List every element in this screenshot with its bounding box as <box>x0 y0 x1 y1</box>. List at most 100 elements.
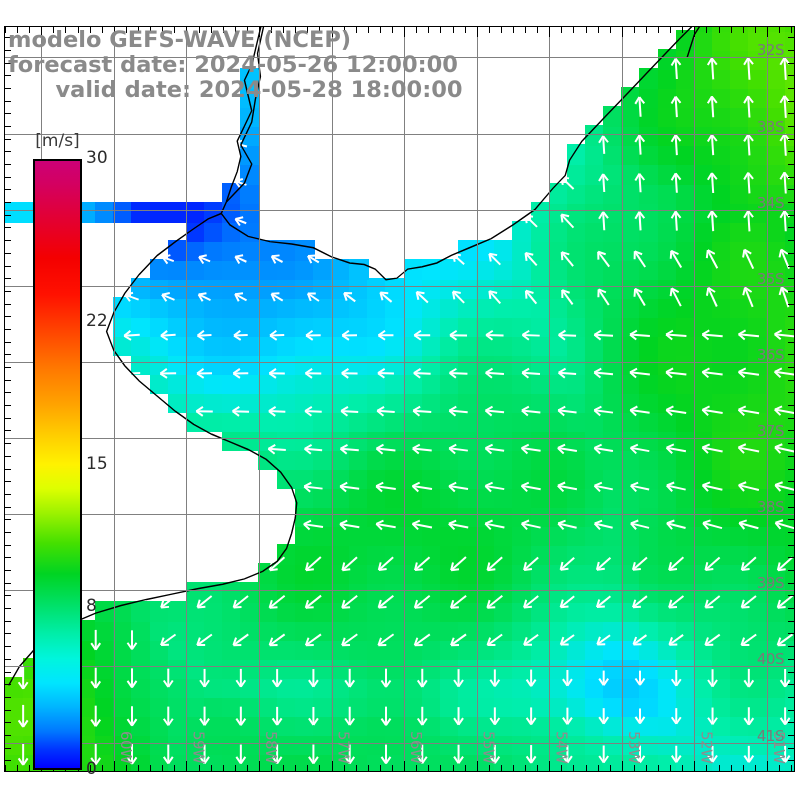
axis-tick-minor <box>126 765 127 771</box>
axis-tick-minor <box>5 227 11 228</box>
axis-tick-minor <box>586 27 587 33</box>
axis-tick-major <box>549 761 550 771</box>
axis-tick-minor <box>788 735 794 736</box>
axis-tick-major <box>259 27 260 37</box>
axis-tick-minor <box>5 342 11 343</box>
axis-tick-minor <box>5 672 11 673</box>
axis-tick-minor <box>788 37 794 38</box>
axis-tick-minor <box>743 765 744 771</box>
axis-tick-minor <box>779 27 780 33</box>
axis-tick-minor <box>5 595 11 596</box>
axis-tick-minor <box>706 27 707 33</box>
axis-tick-minor <box>5 519 11 520</box>
axis-tick-minor <box>5 202 11 203</box>
axis-tick-major <box>114 27 115 37</box>
axis-tick-minor <box>788 202 794 203</box>
axis-tick-minor <box>5 608 11 609</box>
axis-tick-minor <box>90 27 91 33</box>
axis-tick-minor <box>5 113 11 114</box>
axis-tick-minor <box>788 126 794 127</box>
latitude-label: 39S <box>756 574 785 593</box>
axis-tick-minor <box>5 177 11 178</box>
axis-tick-major <box>404 27 405 37</box>
axis-tick-minor <box>78 27 79 33</box>
latitude-label: 40S <box>756 650 785 669</box>
axis-tick-minor <box>788 240 794 241</box>
axis-tick-minor <box>788 278 794 279</box>
axis-tick-minor <box>356 27 357 33</box>
axis-tick-minor <box>788 557 794 558</box>
axis-tick-minor <box>5 481 11 482</box>
longitude-label: 54W <box>552 730 571 763</box>
axis-tick-minor <box>344 27 345 33</box>
axis-tick-minor <box>29 27 30 33</box>
axis-tick-minor <box>428 765 429 771</box>
axis-tick-minor <box>380 765 381 771</box>
axis-tick-minor <box>5 88 11 89</box>
axis-tick-minor <box>788 469 794 470</box>
axis-tick-minor <box>5 418 11 419</box>
longitude-label: 59W <box>189 730 208 763</box>
axis-tick-minor <box>561 27 562 33</box>
colorbar-tick-label: 22 <box>86 310 108 331</box>
axis-tick-minor <box>513 765 514 771</box>
axis-tick-minor <box>788 266 794 267</box>
axis-tick-minor <box>788 443 794 444</box>
axis-tick-minor <box>788 722 794 723</box>
colorbar-gradient <box>33 159 82 770</box>
axis-tick-minor <box>719 27 720 33</box>
axis-tick-minor <box>307 765 308 771</box>
axis-tick-minor <box>731 27 732 33</box>
axis-tick-minor <box>788 710 794 711</box>
longitude-label: 52W <box>697 730 716 763</box>
axis-tick-minor <box>247 765 248 771</box>
axis-tick-minor <box>5 367 11 368</box>
axis-tick-minor <box>682 27 683 33</box>
axis-tick-minor <box>791 765 792 771</box>
axis-tick-minor <box>283 765 284 771</box>
axis-tick-minor <box>53 27 54 33</box>
axis-tick-minor <box>537 27 538 33</box>
colorbar: [m/s] 30 22 15 8 0 <box>33 131 108 779</box>
axis-tick-minor <box>658 27 659 33</box>
axis-tick-minor <box>138 765 139 771</box>
axis-tick-minor <box>598 765 599 771</box>
axis-tick-minor <box>295 27 296 33</box>
axis-tick-minor <box>126 27 127 33</box>
axis-tick-minor <box>573 27 574 33</box>
axis-tick-minor <box>223 765 224 771</box>
axis-tick-minor <box>788 164 794 165</box>
axis-tick-minor <box>5 329 11 330</box>
axis-tick-minor <box>5 189 11 190</box>
axis-tick-minor <box>788 507 794 508</box>
colorbar-tick-label: 30 <box>86 148 108 168</box>
axis-tick-minor <box>5 304 11 305</box>
axis-tick-minor <box>788 304 794 305</box>
axis-tick-minor <box>646 27 647 33</box>
axis-tick-major <box>186 27 187 37</box>
axis-tick-minor <box>5 101 11 102</box>
axis-tick-minor <box>5 456 11 457</box>
latitude-label: 34S <box>756 193 785 212</box>
axis-tick-minor <box>392 27 393 33</box>
axis-tick-minor <box>247 27 248 33</box>
axis-tick-minor <box>501 27 502 33</box>
axis-tick-minor <box>5 405 11 406</box>
axis-tick-minor <box>5 139 11 140</box>
map-raster <box>5 27 794 771</box>
axis-tick-minor <box>610 765 611 771</box>
axis-tick-minor <box>102 27 103 33</box>
axis-tick-major <box>259 761 260 771</box>
axis-tick-minor <box>5 37 11 38</box>
axis-tick-minor <box>5 710 11 711</box>
axis-tick-major <box>332 27 333 37</box>
axis-tick-minor <box>465 765 466 771</box>
axis-tick-minor <box>788 532 794 533</box>
longitude-label: 53W <box>624 730 643 763</box>
axis-tick-minor <box>788 50 794 51</box>
axis-tick-major <box>694 761 695 771</box>
axis-tick-minor <box>788 101 794 102</box>
axis-tick-minor <box>525 765 526 771</box>
axis-tick-minor <box>788 405 794 406</box>
axis-tick-minor <box>788 227 794 228</box>
